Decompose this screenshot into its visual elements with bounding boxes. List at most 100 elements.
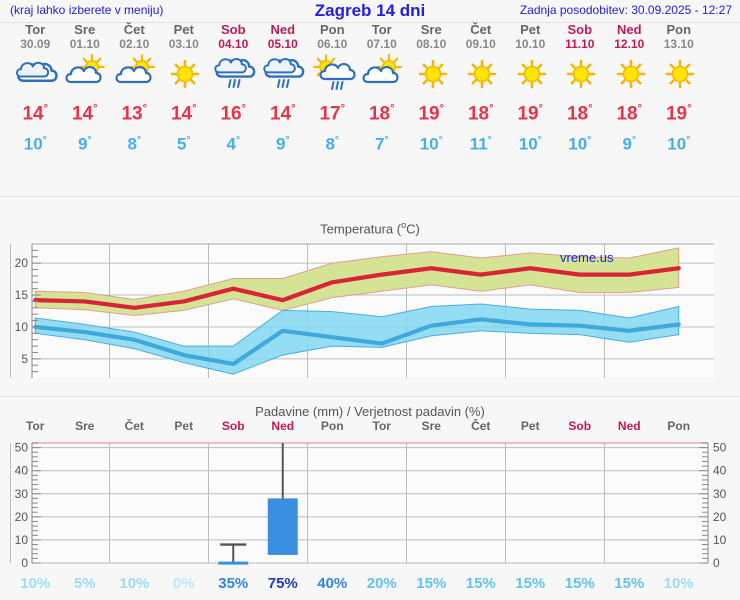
svg-text:20: 20 (15, 256, 29, 270)
min-temperature: 10° (518, 134, 542, 154)
min-temperature: 9° (276, 134, 290, 154)
day-name: Čet (470, 22, 492, 37)
svg-text:10: 10 (713, 533, 727, 547)
min-temperature: 8° (127, 134, 141, 154)
min-temperature: 7° (375, 134, 389, 154)
forecast-day-column: Pon 06.10 17° 8° (308, 22, 358, 157)
precipitation-day-label: Ned (617, 419, 641, 433)
min-temperature: 10° (419, 134, 443, 154)
precipitation-probability: 75% (267, 575, 298, 592)
max-temperature: 18° (467, 103, 494, 125)
max-temperature: 13° (121, 103, 148, 125)
temp-divider (0, 396, 740, 397)
day-name: Tor (25, 22, 46, 37)
day-name: Pon (319, 22, 345, 37)
sunny-icon (456, 54, 506, 94)
day-date: 09.10 (465, 37, 496, 51)
max-temperature: 19° (418, 103, 445, 125)
page-header: (kraj lahko izberete v meniju) Zagreb 14… (0, 0, 740, 22)
precipitation-chart-title: Padavine (mm) / Verjetnost padavin (%) (255, 404, 485, 419)
day-name: Sob (567, 22, 593, 37)
temp-title-tail: C) (406, 221, 420, 237)
day-name: Pet (173, 22, 194, 37)
rain-icon (209, 54, 259, 94)
precipitation-probability: 20% (366, 575, 397, 592)
day-name: Čet (123, 22, 145, 37)
temp-title-degree: o (401, 220, 407, 230)
precipitation-day-label: Pon (667, 419, 691, 433)
precipitation-day-label: Sob (568, 419, 592, 433)
last-update: Zadnja posodobitev: 30.09.2025 - 12:27 (519, 3, 732, 17)
forecast-day-column: Pet 10.10 19° 10° (506, 22, 556, 157)
page-title: Zagreb 14 dni (314, 1, 426, 20)
partly-sunny-icon (357, 54, 407, 94)
min-temperature: 5° (177, 134, 191, 154)
forecast-day-column: Tor 07.10 18° 7° (357, 22, 407, 157)
temp-title-main: Temperatura ( (320, 221, 402, 237)
day-name: Sob (220, 22, 246, 37)
day-date: 04.10 (218, 37, 249, 51)
strip-divider (0, 196, 740, 197)
day-date: 01.10 (69, 37, 100, 51)
temperature-chart-title: Temperatura (oC) (0, 220, 740, 236)
forecast-day-column: Sre 08.10 19° 10° (407, 22, 457, 157)
day-date: 13.10 (663, 37, 694, 51)
precipitation-day-label: Pon (320, 419, 344, 433)
day-date: 03.10 (168, 37, 199, 51)
max-temperature: 19° (665, 103, 692, 125)
partly-sunny-icon (60, 54, 110, 94)
max-temperature: 14° (170, 103, 197, 125)
max-temperature: 18° (368, 103, 395, 125)
day-date: 11.10 (565, 37, 595, 51)
svg-text:30: 30 (15, 487, 29, 501)
precipitation-probability: 15% (564, 575, 595, 592)
sunny-icon (506, 54, 556, 94)
location-note: (kraj lahko izberete v meniju) (10, 3, 164, 17)
max-temperature: 14° (71, 103, 98, 125)
precipitation-probability: 35% (218, 575, 249, 592)
precipitation-day-label: Pet (520, 419, 540, 433)
max-temperature: 18° (616, 103, 643, 125)
svg-text:20: 20 (15, 510, 29, 524)
day-date: 05.10 (267, 37, 298, 51)
svg-text:10: 10 (15, 320, 29, 334)
precipitation-day-label: Sre (421, 419, 441, 433)
sunny-icon (159, 54, 209, 94)
sun-showers-icon (308, 54, 358, 94)
precipitation-day-label: Tor (372, 419, 391, 433)
precipitation-day-label: Čet (124, 419, 144, 433)
sunny-icon (605, 54, 655, 94)
precipitation-day-label: Čet (471, 419, 491, 433)
max-temperature: 14° (269, 103, 296, 125)
precipitation-probability: 15% (465, 575, 496, 592)
day-date: 30.09 (20, 37, 51, 51)
day-name: Ned (616, 22, 642, 37)
sunny-icon (654, 54, 704, 94)
min-temperature: 11° (469, 134, 492, 154)
forecast-day-column: Ned 12.10 18° 9° (605, 22, 655, 157)
precipitation-day-label: Tor (26, 419, 45, 433)
precipitation-probability: 15% (515, 575, 546, 592)
sunny-icon (555, 54, 605, 94)
day-date: 12.10 (614, 37, 645, 51)
max-temperature: 18° (566, 103, 593, 125)
forecast-day-column: Sob 04.10 16° 4° (209, 22, 259, 157)
forecast-day-column: Čet 02.10 13° 8° (110, 22, 160, 157)
precipitation-day-labels: Tor Sre Čet Pet Sob Ned Pon Tor Sre Čet Pet Sob Ned P… (0, 419, 740, 437)
svg-text:20: 20 (713, 510, 727, 524)
forecast-day-column: Sob 11.10 18° 10° (555, 22, 605, 157)
max-temperature: 17° (319, 103, 346, 125)
day-date: 06.10 (317, 37, 348, 51)
svg-text:10: 10 (15, 533, 29, 547)
day-name: Pet (520, 22, 541, 37)
min-temperature: 4° (226, 134, 240, 154)
min-temperature: 9° (622, 134, 636, 154)
forecast-day-column: Pon 13.10 19° 10° (654, 22, 704, 157)
min-temperature: 10° (568, 134, 592, 154)
max-temperature: 19° (517, 103, 544, 125)
forecast-day-column: Čet 09.10 18° 11° (456, 22, 506, 157)
day-name: Tor (371, 22, 392, 37)
precipitation-probability: 15% (416, 575, 447, 592)
svg-text:0: 0 (21, 556, 28, 570)
svg-text:30: 30 (713, 487, 727, 501)
